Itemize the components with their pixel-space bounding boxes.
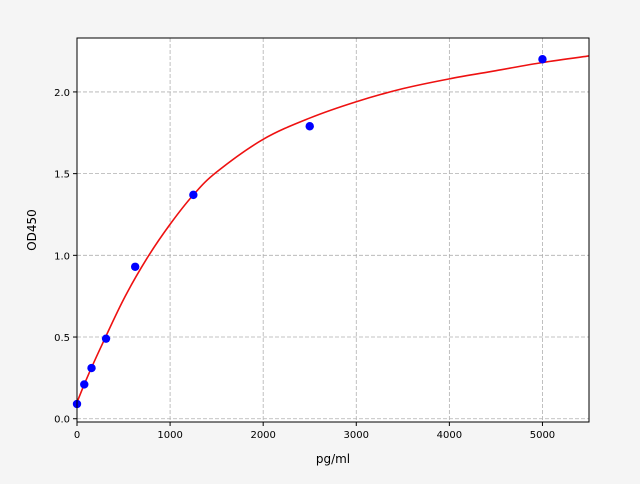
plot-area: [77, 38, 589, 422]
x-tick-label: 5000: [530, 430, 555, 441]
y-tick-label: 0.0: [54, 415, 70, 426]
x-axis-label: pg/ml: [316, 452, 350, 466]
x-tick-label: 3000: [344, 430, 369, 441]
x-tick-label: 4000: [437, 430, 462, 441]
fitted-curve-line: [76, 55, 590, 403]
data-point: [87, 363, 96, 373]
data-point: [538, 55, 547, 64]
data-point: [101, 334, 111, 343]
data-point: [80, 380, 89, 389]
fitted-curve: [76, 55, 590, 403]
y-tick-label: 0.5: [54, 333, 70, 344]
data-points: [72, 55, 547, 409]
y-tick-label: 1.5: [54, 170, 70, 181]
grid: [76, 38, 589, 422]
x-tick-label: 2000: [250, 430, 275, 441]
y-tick-label: 1.0: [54, 251, 70, 262]
data-point: [305, 122, 314, 131]
y-tick-label: 2.0: [54, 88, 70, 99]
y-axis-label: OD450: [25, 209, 39, 251]
plot-frame: [76, 37, 590, 423]
x-tick-label: 0: [74, 430, 80, 441]
x-tick-label: 1000: [157, 430, 182, 441]
data-point: [189, 190, 198, 200]
axis-ticks: 0 1000 2000 3000 4000 5000 0.0 0.5 1.0 1.5 2.0: [54, 88, 555, 441]
data-point: [130, 262, 140, 271]
